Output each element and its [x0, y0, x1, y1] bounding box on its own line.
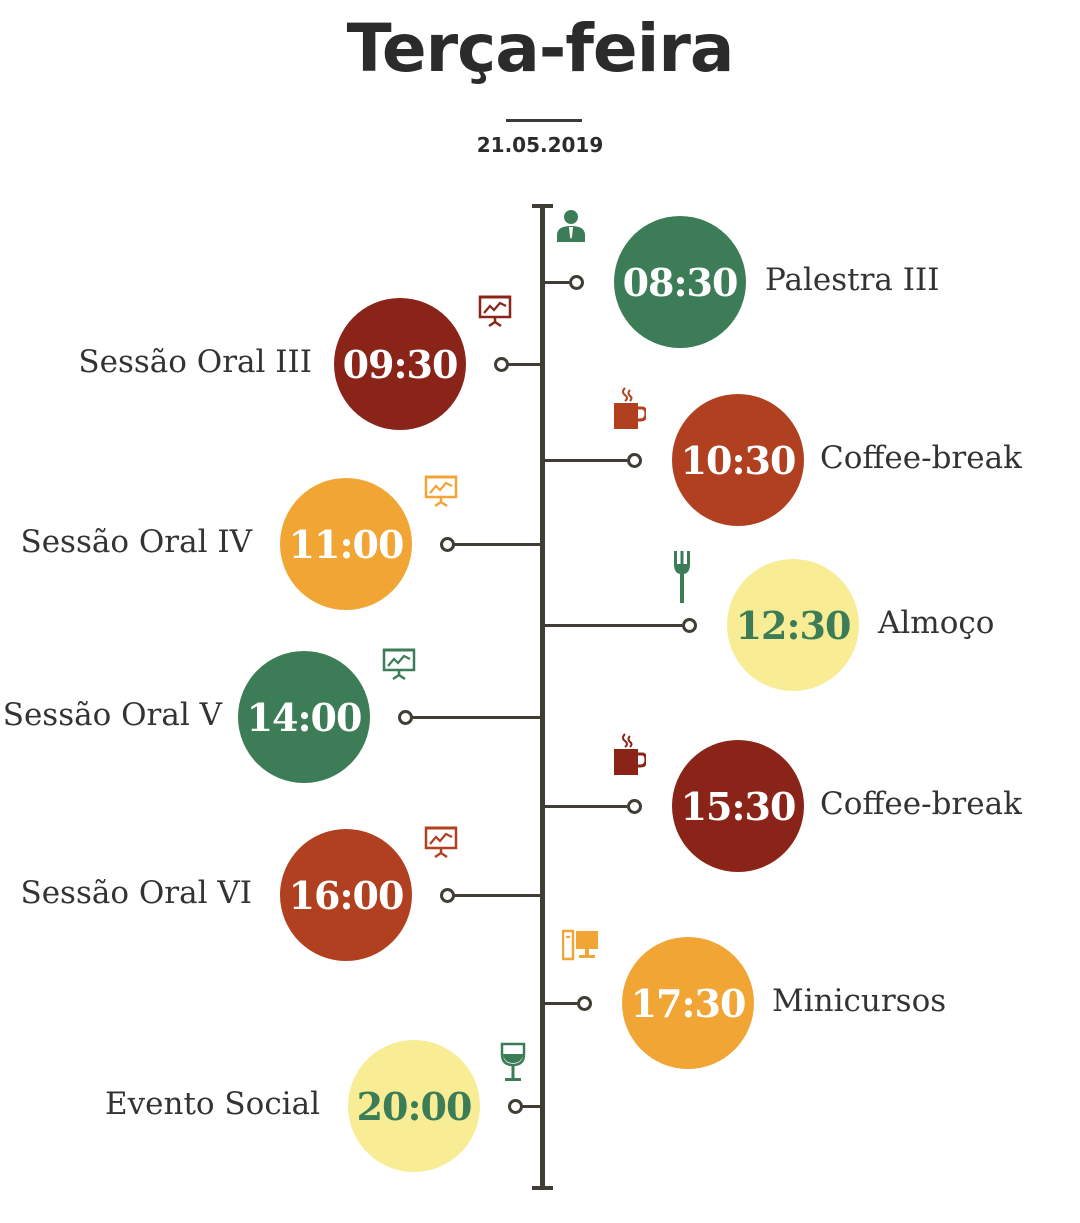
timeline-spine	[540, 205, 545, 1190]
timeline-node	[569, 275, 584, 290]
timeline-connector	[508, 363, 542, 366]
presentation-board-icon	[424, 825, 458, 864]
timeline-top-cap	[532, 204, 553, 208]
timeline-node	[682, 618, 697, 633]
presentation-board-icon	[424, 474, 458, 513]
time-badge: 15:30	[672, 740, 804, 872]
time-badge: 20:00	[348, 1040, 480, 1172]
event-label: Minicursos	[772, 983, 947, 1019]
event-label: Evento Social	[104, 1086, 320, 1122]
timeline-node	[440, 537, 455, 552]
coffee-cup-icon	[612, 732, 648, 781]
event-date: 21.05.2019	[476, 133, 604, 157]
timeline-connector	[454, 543, 542, 546]
timeline-connector	[542, 281, 569, 284]
timeline-connector	[542, 624, 682, 627]
fork-icon	[672, 551, 692, 608]
event-label: Sessão Oral VI	[20, 875, 252, 911]
page-title: Terça-feira	[346, 10, 735, 87]
time-badge: 11:00	[280, 478, 412, 610]
event-label: Sessão Oral III	[78, 344, 312, 380]
time-badge: 09:30	[334, 298, 466, 430]
event-label: Sessão Oral IV	[20, 524, 252, 560]
timeline-node	[494, 357, 509, 372]
timeline-connector	[454, 894, 542, 897]
event-label: Palestra III	[765, 262, 940, 298]
timeline-node	[398, 710, 413, 725]
timeline-connector	[412, 716, 542, 719]
timeline-node	[577, 996, 592, 1011]
timeline-node	[508, 1099, 523, 1114]
computer-icon	[561, 929, 600, 968]
presentation-board-icon	[382, 647, 416, 686]
time-badge: 08:30	[614, 216, 746, 348]
speaker-person-icon	[554, 208, 588, 247]
time-badge: 10:30	[672, 394, 804, 526]
time-badge: 12:30	[727, 559, 859, 691]
wine-glass-icon	[500, 1042, 526, 1087]
title-divider	[506, 119, 582, 122]
coffee-cup-icon	[612, 386, 648, 435]
time-badge: 17:30	[622, 937, 754, 1069]
timeline-connector	[542, 459, 627, 462]
event-label: Coffee-break	[820, 786, 1022, 822]
timeline-connector	[542, 805, 627, 808]
event-label: Coffee-break	[820, 440, 1022, 476]
timeline-bottom-cap	[532, 1186, 553, 1190]
timeline-connector	[522, 1105, 542, 1108]
time-badge: 14:00	[238, 651, 370, 783]
timeline-connector	[542, 1002, 577, 1005]
presentation-board-icon	[478, 294, 512, 333]
time-badge: 16:00	[280, 829, 412, 961]
timeline-node	[440, 888, 455, 903]
timeline-node	[627, 799, 642, 814]
event-label: Almoço	[878, 605, 995, 641]
timeline-node	[627, 453, 642, 468]
event-label: Sessão Oral V	[2, 697, 222, 733]
